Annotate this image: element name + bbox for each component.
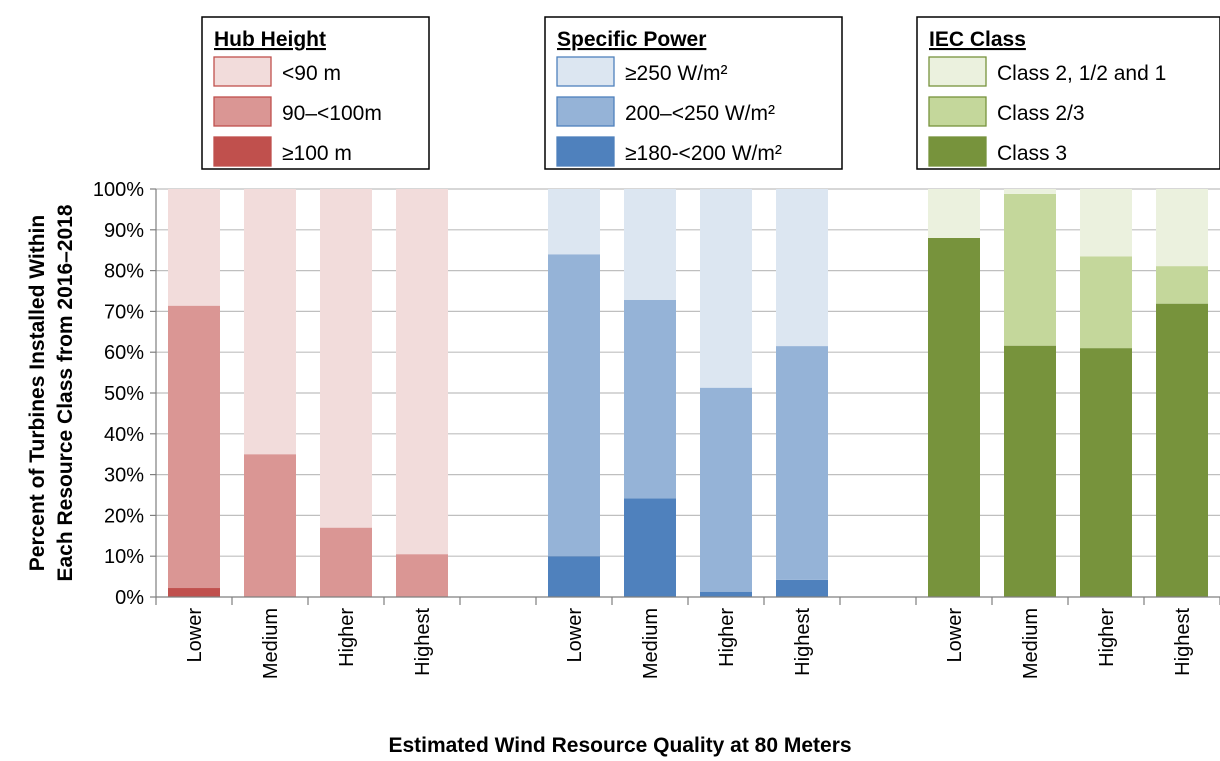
x-axis-title: Estimated Wind Resource Quality at 80 Me…	[388, 734, 851, 757]
y-tick-label: 80%	[104, 261, 144, 283]
bar-segment	[396, 189, 448, 555]
legend-title: Specific Power	[557, 28, 706, 51]
y-tick-label: 20%	[104, 505, 144, 527]
legends: Hub Height <90 m 90–<100m ≥100 m Specific Po…	[201, 16, 1220, 170]
gridlines	[150, 188, 1220, 605]
y-tick-label: 90%	[104, 220, 144, 242]
y-tick-label: 0%	[115, 587, 144, 609]
legend-title: IEC Class	[929, 28, 1026, 51]
bar-segment	[928, 189, 980, 238]
bar-segment	[548, 556, 600, 597]
legend-label: Class 2, 1/2 and 1	[997, 62, 1166, 85]
legend-swatch	[928, 96, 987, 127]
legend-label: <90 m	[282, 62, 341, 85]
x-tick-label: Highest	[412, 608, 434, 676]
bar-segment	[244, 189, 296, 455]
legend-swatch	[928, 136, 987, 167]
y-tick-label: 10%	[104, 546, 144, 568]
legend-swatch	[556, 56, 615, 87]
bar-segment	[244, 454, 296, 597]
legend-label: Class 3	[997, 142, 1067, 165]
y-tick-label: 60%	[104, 342, 144, 364]
legend-label: 200–<250 W/m²	[625, 102, 775, 125]
legend-swatch	[213, 96, 272, 127]
axes	[155, 189, 1220, 598]
bar-segment	[1156, 266, 1208, 304]
legend-title: Hub Height	[214, 28, 326, 51]
bar-segment	[548, 189, 600, 255]
bar-segment	[1004, 189, 1056, 194]
y-tick-label: 50%	[104, 383, 144, 405]
x-tick-label: Lower	[564, 608, 586, 663]
y-tick-label: 100%	[93, 179, 144, 201]
bar-segment	[624, 299, 676, 499]
x-tick-labels: Lower Medium Higher Highest Lower Medium Highe…	[184, 608, 1194, 680]
x-tick-label: Lower	[944, 608, 966, 663]
legend-swatch	[556, 136, 615, 167]
bar-segment	[624, 189, 676, 300]
bar-segment	[396, 554, 448, 597]
legend-label: ≥250 W/m²	[625, 62, 728, 85]
bar-segment	[1080, 256, 1132, 349]
bar-segment	[320, 527, 372, 597]
x-tick-label: Medium	[1020, 608, 1042, 679]
bar-segment	[1004, 193, 1056, 346]
x-tick-label: Higher	[716, 608, 738, 667]
bar-segment	[1156, 303, 1208, 597]
y-axis-title-line2: Each Resource Class from 2016–2018	[54, 204, 77, 581]
bar-segment	[1080, 189, 1132, 257]
bar-segment	[700, 387, 752, 592]
bar-segment	[776, 579, 828, 597]
x-tick-label: Highest	[792, 608, 814, 676]
bar-segment	[1156, 189, 1208, 267]
bar-segment	[1080, 348, 1132, 597]
bar-segment	[776, 346, 828, 580]
legend-label: 90–<100m	[282, 102, 382, 125]
bar-segment	[548, 254, 600, 557]
y-tick-label: 40%	[104, 424, 144, 446]
x-tick-label: Medium	[640, 608, 662, 679]
bar-segment	[1004, 345, 1056, 597]
x-tick-label: Highest	[1172, 608, 1194, 676]
y-tick-label: 70%	[104, 301, 144, 323]
x-tick-label: Higher	[1096, 608, 1118, 667]
legend-swatch	[556, 96, 615, 127]
bar-segment	[776, 189, 828, 347]
bar-segment	[928, 237, 980, 597]
bar-segment	[624, 498, 676, 597]
legend-label: ≥100 m	[282, 142, 352, 165]
x-tick-label: Medium	[260, 608, 282, 679]
bar-segment	[168, 588, 220, 597]
x-tick-label: Higher	[336, 608, 358, 667]
bar-segment	[700, 591, 752, 597]
legend-swatch	[213, 56, 272, 87]
bar-segment	[700, 189, 752, 388]
y-tick-label: 30%	[104, 465, 144, 487]
bar-segment	[168, 305, 220, 589]
x-tick-label: Lower	[184, 608, 206, 663]
legend-label: ≥180-<200 W/m²	[625, 142, 782, 165]
bar-segment	[168, 189, 220, 306]
legend-swatch	[213, 136, 272, 167]
legend-label: Class 2/3	[997, 102, 1085, 125]
bar-segment	[320, 189, 372, 528]
bars	[168, 189, 1208, 597]
legend-swatch	[928, 56, 987, 87]
y-tick-labels: 0% 10% 20% 30% 40% 50% 60% 70% 80% 90% 100%	[93, 179, 144, 609]
y-axis-title-line1: Percent of Turbines Installed Within	[26, 215, 49, 571]
